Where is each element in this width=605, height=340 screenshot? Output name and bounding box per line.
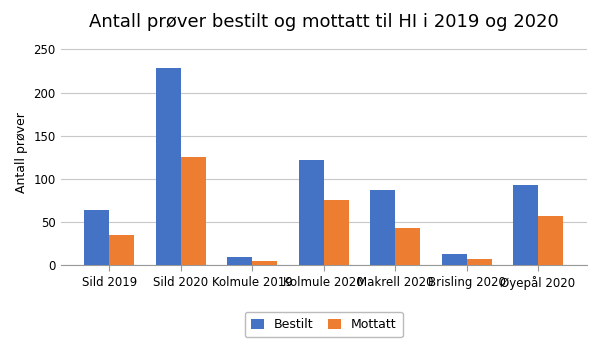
Legend: Bestilt, Mottatt: Bestilt, Mottatt xyxy=(245,312,402,337)
Bar xyxy=(181,157,206,265)
Bar xyxy=(85,210,110,265)
Bar xyxy=(324,201,348,265)
Bar xyxy=(299,160,324,265)
Bar xyxy=(538,216,563,265)
Bar xyxy=(513,185,538,265)
Bar xyxy=(110,235,134,265)
Title: Antall prøver bestilt og mottatt til HI i 2019 og 2020: Antall prøver bestilt og mottatt til HI … xyxy=(89,13,558,31)
Bar xyxy=(395,228,420,265)
Bar xyxy=(227,257,252,265)
Bar xyxy=(442,254,466,265)
Bar xyxy=(466,259,491,265)
Y-axis label: Antall prøver: Antall prøver xyxy=(15,113,28,193)
Bar xyxy=(156,68,181,265)
Bar xyxy=(252,261,277,265)
Bar xyxy=(370,190,395,265)
